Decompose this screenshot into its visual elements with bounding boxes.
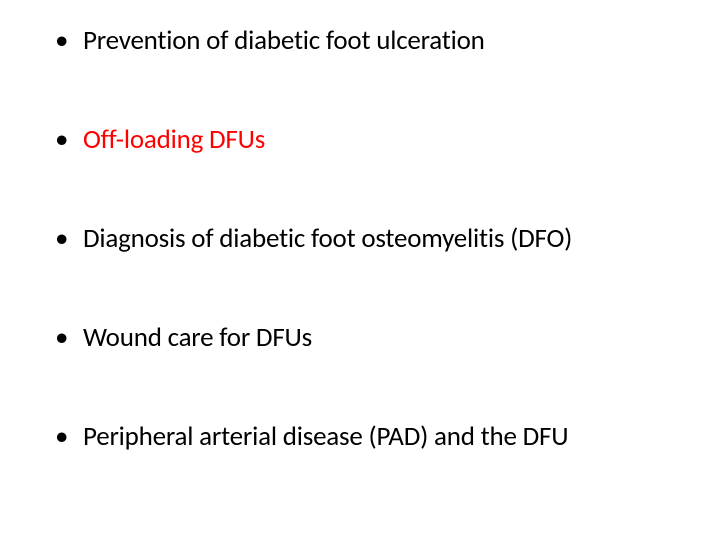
bullet-list: Prevention of diabetic foot ulceration O… xyxy=(55,25,680,452)
list-item-text: Peripheral arterial disease (PAD) and th… xyxy=(83,420,568,453)
slide: Prevention of diabetic foot ulceration O… xyxy=(0,0,720,540)
list-item: Prevention of diabetic foot ulceration xyxy=(55,25,680,56)
list-item-text: Off-loading DFUs xyxy=(83,123,265,156)
list-item: Off-loading DFUs xyxy=(55,124,680,155)
list-item: Peripheral arterial disease (PAD) and th… xyxy=(55,421,680,452)
list-item: Wound care for DFUs xyxy=(55,322,680,353)
list-item: Diagnosis of diabetic foot osteomyelitis… xyxy=(55,223,680,254)
list-item-text: Diagnosis of diabetic foot osteomyelitis… xyxy=(83,222,572,255)
list-item-text: Prevention of diabetic foot ulceration xyxy=(83,24,485,57)
list-item-text: Wound care for DFUs xyxy=(83,321,312,354)
